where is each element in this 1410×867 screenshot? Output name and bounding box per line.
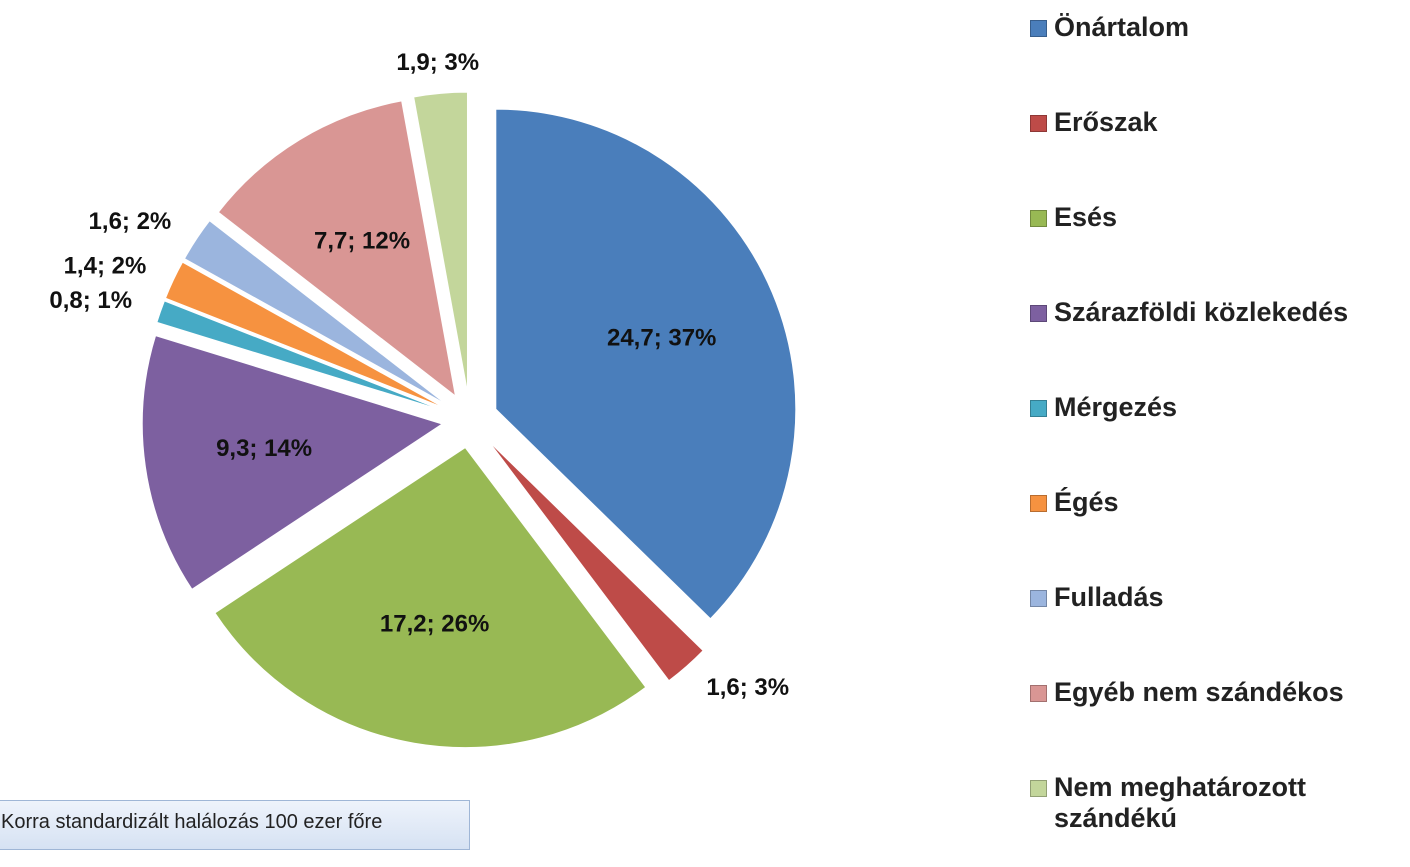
legend-item: Esés [1030,202,1390,297]
pie-slice [214,446,647,749]
legend-label: Fulladás [1054,582,1164,612]
data-label: 0,8; 1% [49,287,132,314]
legend-label: Nem meghatározott szándékú [1054,772,1307,833]
data-label: 24,7; 37% [607,325,716,352]
pie-slice [495,108,797,620]
legend-swatch [1030,685,1047,702]
legend-label: Egyéb nem szándékos [1054,677,1344,707]
legend: Önártalom Erőszak Esés Szárazföldi közleked… [1030,12,1390,867]
legend-swatch [1030,780,1047,797]
legend-swatch [1030,305,1047,322]
legend-label: Esés [1054,202,1118,232]
legend-item: Egyéb nem szándékos [1030,677,1390,772]
pie-slice [413,91,468,393]
legend-label: Mérgezés [1054,392,1178,422]
pie-slice [217,100,457,398]
data-label: 1,4; 2% [64,252,147,279]
legend-item: Nem meghatározott szándékú [1030,772,1390,867]
pie-slice [183,220,447,406]
legend-item: Égés [1030,487,1390,582]
chart: 24,7; 37% 1,6; 3% 17,2; 26% 9,3; 14% 0,8; 1%… [49,49,797,749]
legend-label: Erőszak [1054,107,1158,137]
note: Korra standardizált halálozás 100 ezer f… [0,800,470,850]
pie-slice [141,334,444,591]
legend-label: Önártalom [1054,12,1190,42]
pie-slice [164,261,445,409]
page: {"chart_data": {"type": "pie", "categori… [0,12,1349,850]
data-label: 1,9; 3% [396,49,479,76]
legend-label: Szárazföldi közlekedés [1054,297,1349,327]
data-label: 1,6; 2% [89,208,172,235]
pie-slice [488,440,704,682]
legend-item: Mérgezés [1030,392,1390,487]
data-label: 1,6; 3% [706,674,789,701]
pie-slice [156,300,444,412]
legend-swatch [1030,590,1047,607]
data-label: 9,3; 14% [216,435,312,462]
legend-item: Szárazföldi közlekedés [1030,297,1390,392]
legend-swatch [1030,495,1047,512]
legend-item: Önártalom [1030,12,1390,107]
legend-item: Erőszak [1030,107,1390,202]
legend-swatch [1030,20,1047,37]
legend-swatch [1030,115,1047,132]
data-label: 7,7; 12% [314,228,410,255]
legend-item: Fulladás [1030,582,1390,677]
data-label: 17,2; 26% [380,610,489,637]
legend-swatch [1030,210,1047,227]
legend-swatch [1030,400,1047,417]
legend-label: Égés [1054,487,1119,517]
